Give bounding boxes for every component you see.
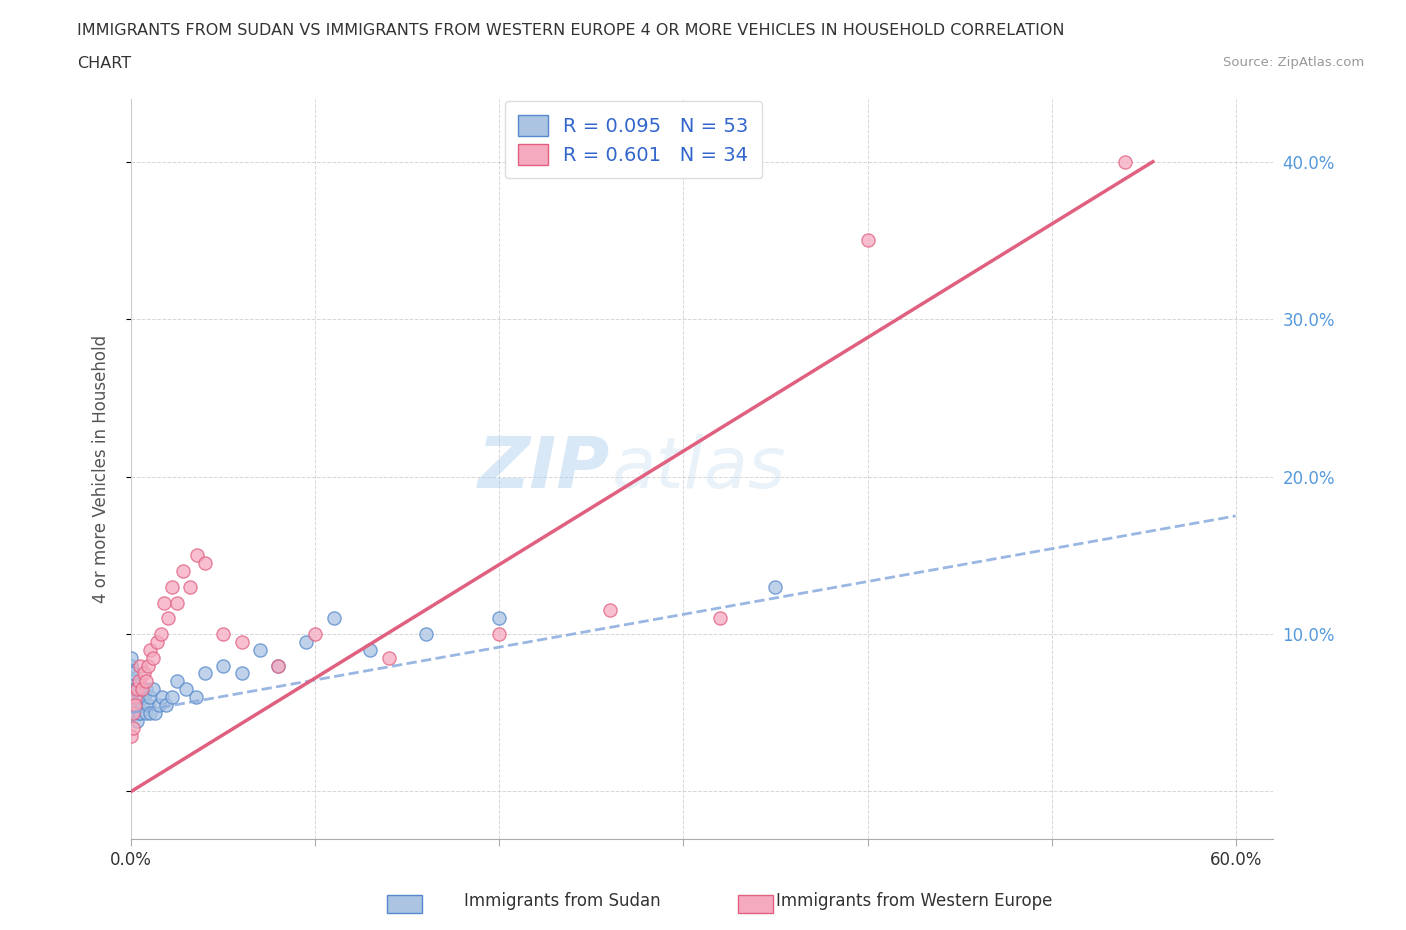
Point xyxy=(156,611,179,626)
Point xyxy=(122,698,145,712)
Point xyxy=(125,682,148,697)
Point xyxy=(120,650,142,665)
Point xyxy=(231,634,253,649)
Point xyxy=(128,674,150,689)
Point xyxy=(131,689,153,704)
Point xyxy=(120,689,142,704)
Point xyxy=(176,682,198,697)
Point xyxy=(1114,154,1136,169)
Point xyxy=(132,666,155,681)
Point xyxy=(155,698,177,712)
Point xyxy=(295,634,318,649)
Point xyxy=(122,666,145,681)
Point xyxy=(143,705,166,720)
Text: Source: ZipAtlas.com: Source: ZipAtlas.com xyxy=(1223,56,1364,69)
Point xyxy=(122,682,145,697)
Point xyxy=(122,705,145,720)
Point xyxy=(128,689,150,704)
Point xyxy=(184,689,207,704)
Point xyxy=(146,634,169,649)
Text: CHART: CHART xyxy=(77,56,131,71)
Point xyxy=(138,705,160,720)
Legend: R = 0.095   N = 53, R = 0.601   N = 34: R = 0.095 N = 53, R = 0.601 N = 34 xyxy=(505,101,762,179)
Point xyxy=(488,627,510,642)
Point xyxy=(120,705,142,720)
Point xyxy=(124,689,146,704)
Point xyxy=(194,666,217,681)
Text: ZIP: ZIP xyxy=(478,434,610,503)
Point xyxy=(124,705,146,720)
Point xyxy=(129,689,152,704)
Point xyxy=(304,627,326,642)
Point xyxy=(249,643,271,658)
Point xyxy=(131,698,153,712)
Point xyxy=(360,643,382,658)
Point xyxy=(122,721,145,736)
Point xyxy=(599,603,621,618)
Point xyxy=(138,643,160,658)
Point xyxy=(166,674,188,689)
Point xyxy=(129,705,152,720)
Point xyxy=(135,705,157,720)
Point xyxy=(135,682,157,697)
Text: Immigrants from Sudan: Immigrants from Sudan xyxy=(464,892,661,910)
Point xyxy=(186,548,208,563)
Point xyxy=(856,232,879,247)
Point xyxy=(153,595,176,610)
Point xyxy=(194,556,217,571)
Point xyxy=(120,658,142,673)
Text: Immigrants from Western Europe: Immigrants from Western Europe xyxy=(776,892,1052,910)
Point xyxy=(142,682,165,697)
Point xyxy=(124,698,146,712)
Point xyxy=(128,705,150,720)
Point xyxy=(765,579,787,594)
Point xyxy=(152,689,174,704)
Point xyxy=(125,698,148,712)
Point xyxy=(120,682,142,697)
Point xyxy=(125,713,148,728)
Point xyxy=(148,698,170,712)
Text: IMMIGRANTS FROM SUDAN VS IMMIGRANTS FROM WESTERN EUROPE 4 OR MORE VEHICLES IN HO: IMMIGRANTS FROM SUDAN VS IMMIGRANTS FROM… xyxy=(77,23,1064,38)
Point xyxy=(267,658,290,673)
Point xyxy=(120,674,142,689)
Point xyxy=(149,627,172,642)
Point xyxy=(135,674,157,689)
Point xyxy=(125,682,148,697)
Point xyxy=(120,729,142,744)
Point xyxy=(122,689,145,704)
Point xyxy=(129,658,152,673)
Point xyxy=(124,698,146,712)
Point xyxy=(709,611,731,626)
Point xyxy=(120,666,142,681)
Text: atlas: atlas xyxy=(610,434,785,503)
Point xyxy=(231,666,253,681)
Point xyxy=(136,658,159,673)
Point xyxy=(131,682,153,697)
Point xyxy=(142,650,165,665)
Point xyxy=(179,579,201,594)
Point xyxy=(122,705,145,720)
Point xyxy=(124,689,146,704)
Point xyxy=(138,689,160,704)
Point xyxy=(172,564,194,578)
Point xyxy=(166,595,188,610)
Point xyxy=(136,698,159,712)
Point xyxy=(212,658,235,673)
Y-axis label: 4 or more Vehicles in Household: 4 or more Vehicles in Household xyxy=(93,335,110,603)
Point xyxy=(160,579,183,594)
Point xyxy=(322,611,344,626)
Point xyxy=(122,674,145,689)
Point xyxy=(160,689,183,704)
Point xyxy=(378,650,401,665)
Point xyxy=(120,658,142,673)
Point xyxy=(124,682,146,697)
Point xyxy=(267,658,290,673)
Point xyxy=(488,611,510,626)
Point xyxy=(212,627,235,642)
Point xyxy=(415,627,437,642)
Point xyxy=(132,689,155,704)
